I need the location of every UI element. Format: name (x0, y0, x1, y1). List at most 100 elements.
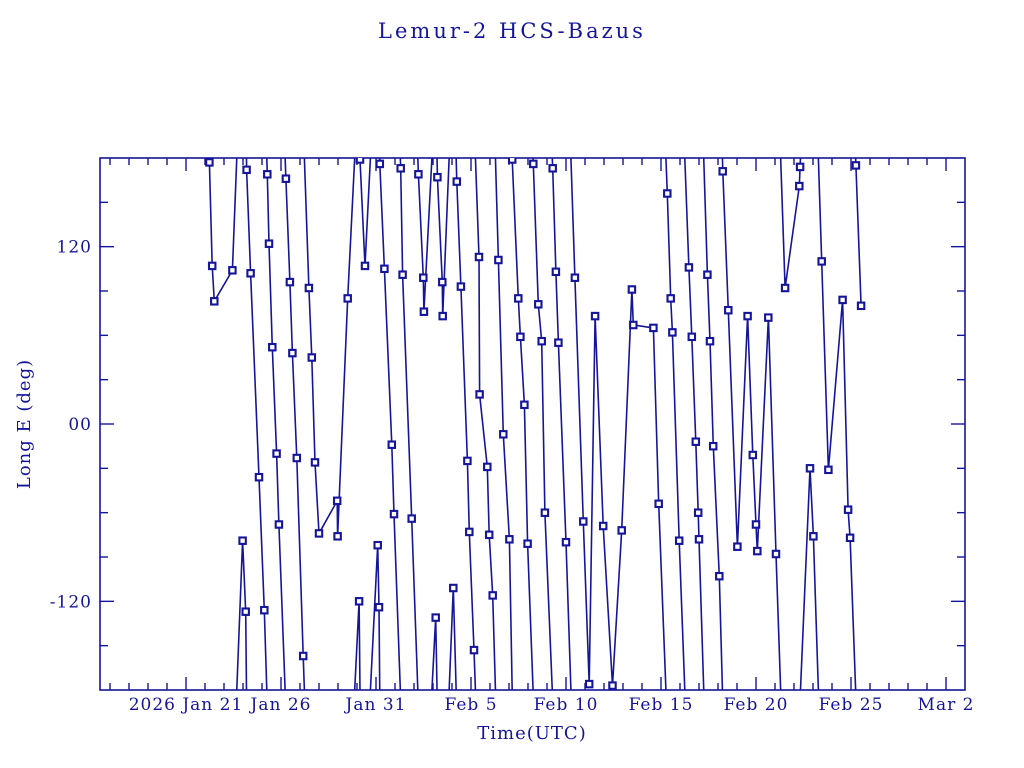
data-point-marker (507, 158, 517, 164)
data-point-marker (579, 517, 588, 526)
data-point-marker (488, 591, 497, 600)
x-tick-label: Feb 25 (819, 695, 884, 715)
data-point-marker (292, 453, 302, 463)
data-point-marker (274, 520, 284, 529)
data-markers (205, 158, 866, 690)
x-tick-label: Feb 10 (534, 695, 599, 715)
data-point-marker (795, 162, 805, 172)
data-point-marker (449, 583, 458, 593)
data-point-marker (241, 607, 250, 616)
data-point-marker (824, 465, 833, 475)
data-point-marker (584, 679, 594, 689)
y-ticks (100, 201, 965, 647)
data-point-marker (238, 536, 247, 545)
data-point-marker (705, 336, 715, 346)
data-point-marker (548, 164, 557, 173)
data-point-marker (499, 430, 508, 439)
data-point-marker (693, 508, 703, 517)
data-point-marker (663, 189, 672, 198)
x-tick-label: Mar 2 (918, 695, 975, 715)
data-point-marker (414, 170, 423, 179)
data-point-marker (753, 546, 762, 556)
data-point-marker (843, 505, 853, 514)
data-point-marker (398, 270, 407, 279)
data-point-marker (590, 311, 600, 321)
data-point-marker (520, 400, 529, 410)
data-point-marker (438, 277, 447, 287)
data-point-marker (703, 270, 712, 279)
data-point-marker (314, 529, 324, 538)
x-ticks (109, 158, 947, 690)
data-point-marker (304, 283, 314, 293)
data-point-marker (805, 464, 815, 473)
longitude-track-polyline (721, 158, 820, 690)
data-point-marker (463, 456, 472, 466)
data-point-marker (419, 307, 429, 316)
data-point-marker (264, 239, 274, 248)
data-point-marker (343, 294, 352, 303)
data-point-marker (537, 336, 546, 346)
data-point-marker (649, 323, 658, 333)
y-tick-label: 120 (57, 238, 92, 258)
data-point-marker (419, 273, 428, 282)
x-axis-title: Time(UTC) (477, 723, 586, 744)
data-point-marker (529, 159, 538, 169)
data-point-marker (254, 472, 264, 482)
data-point-marker (433, 172, 442, 182)
data-point-marker (598, 521, 608, 531)
data-point-marker (210, 297, 219, 306)
data-point-marker (845, 533, 855, 543)
data-point-marker (298, 651, 308, 661)
data-point-marker (764, 313, 773, 322)
data-point-marker (360, 261, 370, 271)
data-point-marker (668, 328, 677, 337)
data-point-marker (715, 571, 724, 581)
data-point-marker (456, 282, 466, 291)
data-point-marker (817, 257, 826, 266)
data-point-marker (205, 158, 214, 167)
data-point-marker (838, 295, 847, 305)
data-point-marker (751, 520, 761, 529)
data-point-marker (484, 530, 494, 540)
data-point-marker (809, 532, 818, 541)
data-point-marker (743, 311, 752, 321)
data-point-marker (617, 526, 626, 535)
data-point-marker (380, 264, 389, 274)
data-point-marker (534, 300, 543, 309)
plot-border (99, 157, 966, 691)
data-point-marker (307, 353, 317, 362)
data-point-marker (475, 390, 484, 399)
data-point-marker (374, 602, 384, 612)
data-point-marker (780, 283, 790, 293)
data-point-marker (281, 174, 291, 183)
data-point-marker (387, 440, 397, 449)
data-point-marker (687, 332, 697, 342)
data-point-marker (452, 177, 462, 186)
data-point-marker (375, 159, 385, 169)
data-point-marker (483, 462, 492, 472)
x-tick-label: 2026 Jan 21 (129, 695, 244, 715)
data-point-marker (310, 458, 320, 467)
chart-title: Lemur-2 HCS-Bazus (378, 19, 646, 43)
x-tick-label: Jan 26 (249, 695, 312, 715)
data-point-marker (554, 338, 563, 347)
data-point-marker (627, 285, 637, 294)
data-point-marker (674, 536, 684, 545)
data-point-marker (246, 269, 255, 278)
data-point-marker (263, 170, 272, 179)
data-point-marker (856, 301, 866, 311)
data-point-marker (438, 311, 447, 321)
data-point-marker (373, 540, 382, 550)
data-point-marker (354, 597, 364, 606)
data-point-marker (272, 449, 281, 458)
data-point-marker (207, 261, 217, 271)
data-point-marker (469, 645, 479, 655)
data-point-marker (654, 499, 663, 509)
data-point-marker (718, 167, 727, 176)
data-point-marker (242, 165, 251, 175)
data-point-marker (851, 161, 861, 170)
data-point-marker (561, 537, 571, 547)
data-point-marker (288, 348, 297, 358)
data-point-marker (708, 441, 718, 451)
